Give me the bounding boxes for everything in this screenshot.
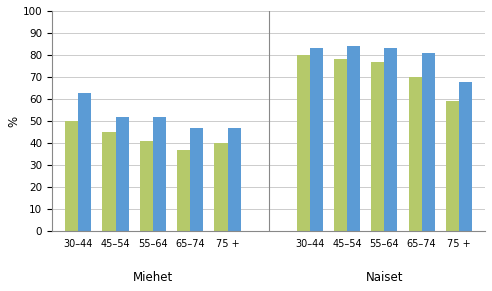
Bar	[65, 121, 78, 232]
Bar	[190, 128, 203, 232]
Bar	[140, 141, 153, 232]
Bar	[215, 143, 227, 232]
Bar	[227, 128, 241, 232]
Bar	[153, 117, 166, 232]
Bar	[116, 117, 128, 232]
Bar	[334, 59, 347, 232]
Text: Miehet: Miehet	[133, 271, 173, 284]
Bar	[78, 93, 91, 232]
Bar	[459, 81, 472, 232]
Text: Naiset: Naiset	[366, 271, 403, 284]
Bar	[177, 150, 190, 232]
Legend: 2000, 2011: 2000, 2011	[205, 287, 333, 291]
Y-axis label: %: %	[7, 116, 20, 127]
Bar	[408, 77, 422, 232]
Bar	[297, 55, 309, 232]
Bar	[102, 132, 116, 232]
Bar	[347, 46, 360, 232]
Bar	[309, 48, 323, 232]
Bar	[384, 48, 398, 232]
Bar	[371, 62, 384, 232]
Bar	[422, 53, 434, 232]
Bar	[446, 101, 459, 232]
